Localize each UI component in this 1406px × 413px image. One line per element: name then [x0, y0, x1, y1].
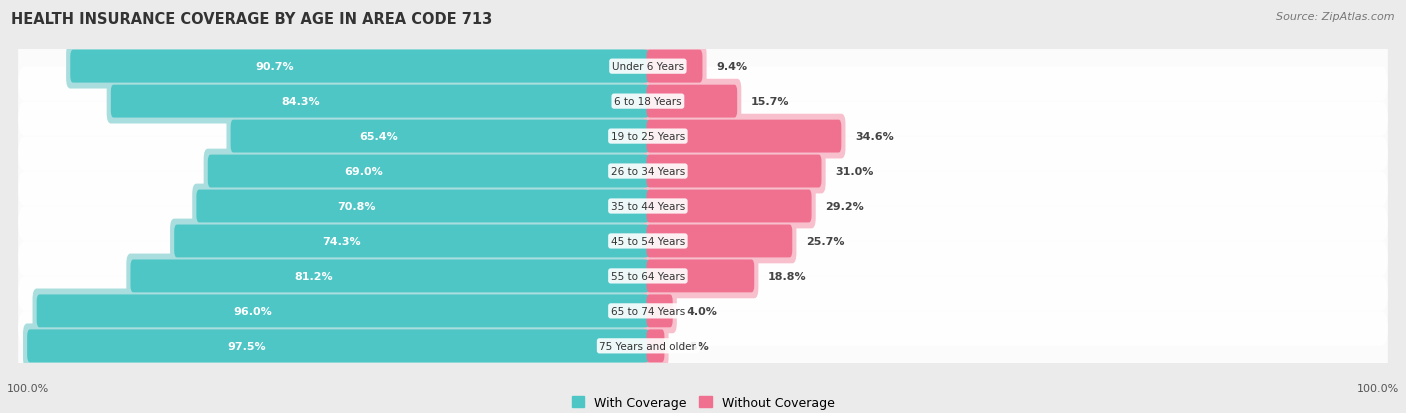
FancyBboxPatch shape	[193, 184, 652, 229]
FancyBboxPatch shape	[197, 190, 650, 223]
Text: 18.8%: 18.8%	[768, 271, 807, 281]
FancyBboxPatch shape	[647, 260, 754, 293]
FancyBboxPatch shape	[644, 324, 669, 368]
FancyBboxPatch shape	[18, 67, 1388, 136]
FancyBboxPatch shape	[18, 242, 1388, 311]
FancyBboxPatch shape	[647, 295, 672, 328]
FancyBboxPatch shape	[107, 80, 652, 124]
Text: 19 to 25 Years: 19 to 25 Years	[610, 132, 685, 142]
Text: 100.0%: 100.0%	[1357, 383, 1399, 393]
Legend: With Coverage, Without Coverage: With Coverage, Without Coverage	[567, 391, 839, 413]
Text: 84.3%: 84.3%	[281, 97, 321, 107]
Text: 29.2%: 29.2%	[825, 202, 865, 211]
FancyBboxPatch shape	[18, 277, 1388, 346]
Text: 69.0%: 69.0%	[344, 166, 382, 177]
FancyBboxPatch shape	[208, 155, 650, 188]
Text: HEALTH INSURANCE COVERAGE BY AGE IN AREA CODE 713: HEALTH INSURANCE COVERAGE BY AGE IN AREA…	[11, 12, 492, 27]
FancyBboxPatch shape	[18, 172, 1388, 241]
FancyBboxPatch shape	[27, 330, 650, 362]
Text: Under 6 Years: Under 6 Years	[612, 62, 683, 72]
Text: 26 to 34 Years: 26 to 34 Years	[610, 166, 685, 177]
FancyBboxPatch shape	[70, 51, 650, 83]
Text: 70.8%: 70.8%	[337, 202, 375, 211]
FancyBboxPatch shape	[170, 219, 652, 263]
Text: Source: ZipAtlas.com: Source: ZipAtlas.com	[1277, 12, 1395, 22]
Text: 96.0%: 96.0%	[233, 306, 271, 316]
FancyBboxPatch shape	[647, 85, 737, 118]
FancyBboxPatch shape	[644, 114, 845, 159]
Text: 2.5%: 2.5%	[678, 341, 709, 351]
Text: 75 Years and older: 75 Years and older	[599, 341, 696, 351]
Text: 97.5%: 97.5%	[226, 341, 266, 351]
Text: 25.7%: 25.7%	[806, 236, 845, 247]
FancyBboxPatch shape	[32, 289, 652, 333]
Text: 90.7%: 90.7%	[254, 62, 294, 72]
FancyBboxPatch shape	[644, 254, 758, 299]
Text: 35 to 44 Years: 35 to 44 Years	[610, 202, 685, 211]
Text: 15.7%: 15.7%	[751, 97, 789, 107]
FancyBboxPatch shape	[18, 33, 1388, 102]
FancyBboxPatch shape	[647, 51, 703, 83]
FancyBboxPatch shape	[647, 190, 811, 223]
FancyBboxPatch shape	[231, 120, 650, 153]
Text: 100.0%: 100.0%	[7, 383, 49, 393]
Text: 65.4%: 65.4%	[359, 132, 398, 142]
FancyBboxPatch shape	[131, 260, 650, 293]
FancyBboxPatch shape	[18, 207, 1388, 276]
Text: 55 to 64 Years: 55 to 64 Years	[610, 271, 685, 281]
FancyBboxPatch shape	[644, 184, 815, 229]
Text: 45 to 54 Years: 45 to 54 Years	[610, 236, 685, 247]
Text: 4.0%: 4.0%	[686, 306, 717, 316]
FancyBboxPatch shape	[18, 311, 1388, 380]
FancyBboxPatch shape	[18, 102, 1388, 171]
FancyBboxPatch shape	[226, 114, 652, 159]
FancyBboxPatch shape	[127, 254, 652, 299]
FancyBboxPatch shape	[174, 225, 650, 258]
Text: 9.4%: 9.4%	[716, 62, 748, 72]
FancyBboxPatch shape	[644, 80, 741, 124]
FancyBboxPatch shape	[204, 150, 652, 194]
Text: 81.2%: 81.2%	[294, 271, 333, 281]
FancyBboxPatch shape	[647, 120, 841, 153]
FancyBboxPatch shape	[66, 45, 652, 89]
Text: 65 to 74 Years: 65 to 74 Years	[610, 306, 685, 316]
Text: 34.6%: 34.6%	[855, 132, 894, 142]
FancyBboxPatch shape	[111, 85, 650, 118]
FancyBboxPatch shape	[644, 45, 707, 89]
FancyBboxPatch shape	[644, 219, 796, 263]
Text: 6 to 18 Years: 6 to 18 Years	[614, 97, 682, 107]
FancyBboxPatch shape	[647, 225, 793, 258]
FancyBboxPatch shape	[37, 295, 650, 328]
FancyBboxPatch shape	[18, 137, 1388, 206]
Text: 74.3%: 74.3%	[322, 236, 361, 247]
FancyBboxPatch shape	[647, 330, 665, 362]
Text: 31.0%: 31.0%	[835, 166, 873, 177]
FancyBboxPatch shape	[644, 150, 825, 194]
FancyBboxPatch shape	[644, 289, 676, 333]
FancyBboxPatch shape	[647, 155, 821, 188]
FancyBboxPatch shape	[22, 324, 652, 368]
